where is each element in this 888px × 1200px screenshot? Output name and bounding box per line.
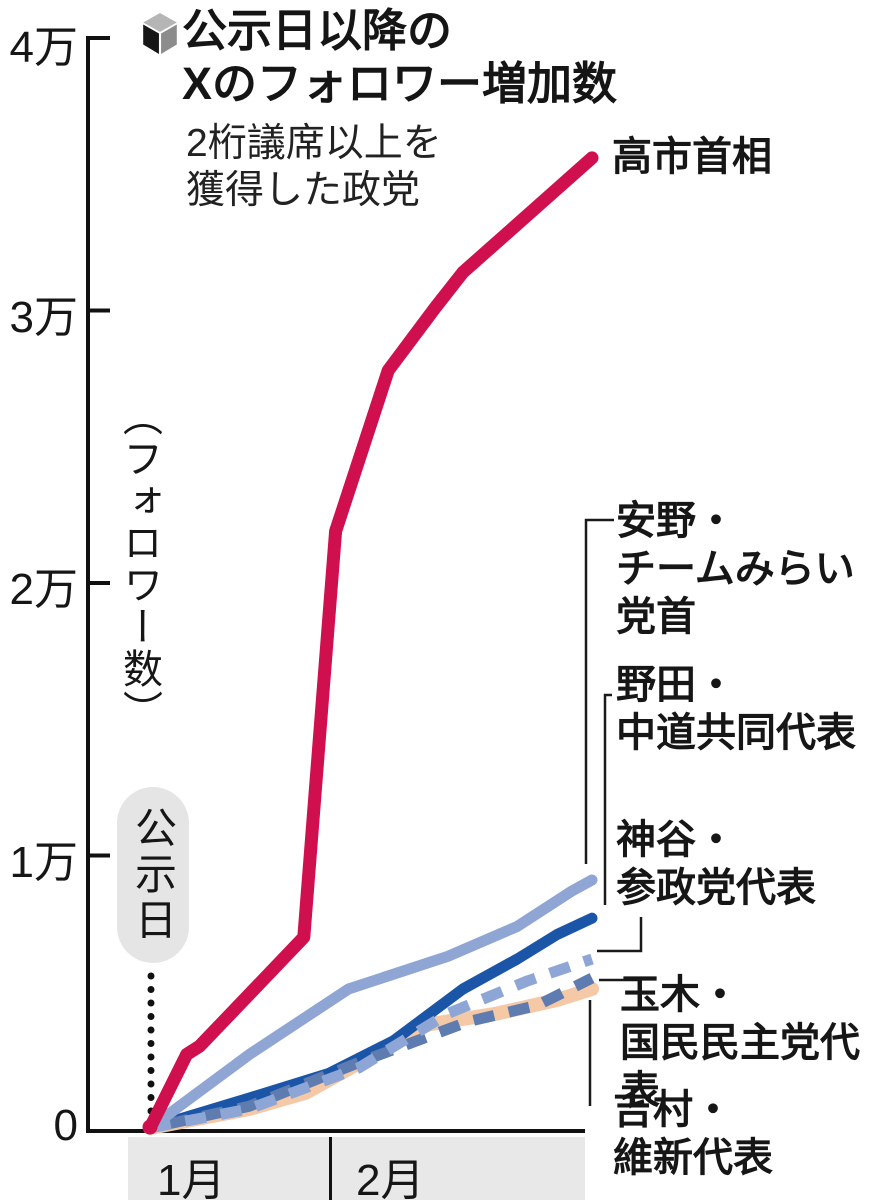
series-line-tamaki	[148, 973, 595, 1134]
origin-dot	[142, 1119, 158, 1135]
y-tick-label-3man: 3万	[9, 293, 78, 342]
connector-noda	[603, 693, 612, 905]
announcement-day-label: 公示日	[129, 806, 177, 944]
connector-yoshimura	[588, 1000, 611, 1122]
series-label-kamiya: 神谷・ 参政党代表	[616, 818, 816, 910]
label-background	[585, 1106, 888, 1200]
y-axis-unit-label: （フォロワー数）	[117, 396, 161, 732]
cube-icon	[143, 13, 177, 54]
connector-anno	[584, 518, 614, 864]
chart-title: 公示日以降の Xのフォロワー増加数	[182, 5, 618, 109]
announcement-day-pill: 公示日	[117, 787, 189, 963]
series-line-anno	[144, 874, 598, 1134]
y-tick-label-zero: 0	[53, 1101, 78, 1150]
series-line-takaichi	[143, 151, 599, 1135]
y-axis-ticks	[88, 36, 110, 858]
month-label-february: 2月	[356, 1156, 425, 1200]
series-label-yoshimura: 吉村・ 維新代表	[613, 1088, 773, 1180]
month-label-january: 1月	[157, 1156, 226, 1200]
y-tick-label-4man: 4万	[9, 23, 78, 72]
chart-subtitle: 2桁議席以上を 獲得した政党	[186, 122, 442, 212]
series-label-anno: 安野・ チームみらい 党首	[616, 499, 855, 639]
series-label-takaichi: 高市首相	[612, 135, 772, 179]
connector-kamiya	[597, 917, 643, 953]
series-line-noda	[144, 912, 598, 1134]
series-label-tamaki: 玉木・ 国民民主党代表	[620, 973, 860, 1113]
series-line-kamiya	[148, 953, 594, 1134]
month-divider	[329, 1137, 332, 1200]
series-label-noda: 野田・ 中道共同代表	[616, 663, 856, 755]
y-tick-label-2man: 2万	[9, 565, 78, 614]
series-lines	[143, 151, 599, 1135]
y-tick-label-1man: 1万	[9, 838, 78, 887]
